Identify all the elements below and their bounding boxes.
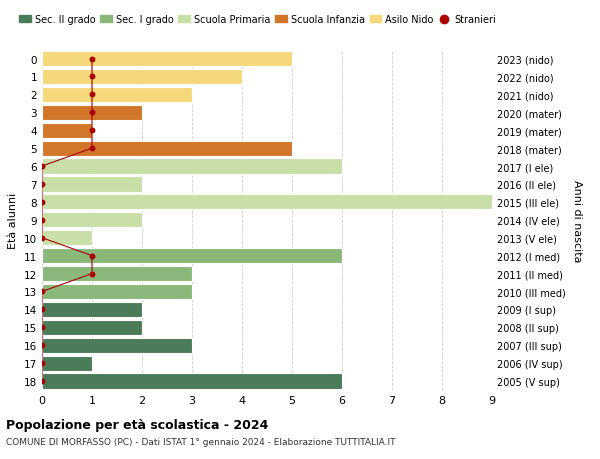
Bar <box>42 88 192 103</box>
Point <box>37 181 47 188</box>
Bar <box>42 70 242 85</box>
Bar <box>42 248 342 263</box>
Point <box>87 91 97 99</box>
Bar <box>42 302 142 317</box>
Point <box>37 199 47 206</box>
Text: COMUNE DI MORFASSO (PC) - Dati ISTAT 1° gennaio 2024 - Elaborazione TUTTITALIA.I: COMUNE DI MORFASSO (PC) - Dati ISTAT 1° … <box>6 437 395 446</box>
Bar <box>42 159 342 174</box>
Point <box>87 109 97 117</box>
Point <box>87 127 97 134</box>
Point <box>87 270 97 278</box>
Bar <box>42 52 292 67</box>
Bar <box>42 230 92 246</box>
Bar <box>42 123 92 139</box>
Bar <box>42 374 342 389</box>
Point <box>87 73 97 81</box>
Bar <box>42 356 92 371</box>
Y-axis label: Anni di nascita: Anni di nascita <box>572 179 582 262</box>
Point <box>87 56 97 63</box>
Bar <box>42 266 192 281</box>
Legend: Sec. II grado, Sec. I grado, Scuola Primaria, Scuola Infanzia, Asilo Nido, Stran: Sec. II grado, Sec. I grado, Scuola Prim… <box>16 11 500 29</box>
Bar <box>42 177 142 192</box>
Bar <box>42 213 142 228</box>
Point <box>37 288 47 296</box>
Point <box>37 378 47 385</box>
Bar <box>42 195 492 210</box>
Point <box>37 306 47 313</box>
Text: Popolazione per età scolastica - 2024: Popolazione per età scolastica - 2024 <box>6 418 268 431</box>
Point <box>37 342 47 349</box>
Point <box>37 217 47 224</box>
Point <box>37 163 47 170</box>
Bar <box>42 141 292 157</box>
Point <box>37 235 47 242</box>
Y-axis label: Età alunni: Età alunni <box>8 192 19 248</box>
Bar <box>42 106 142 121</box>
Bar <box>42 284 192 299</box>
Point <box>87 252 97 260</box>
Point <box>87 145 97 152</box>
Bar <box>42 320 142 335</box>
Point <box>37 360 47 367</box>
Bar <box>42 338 192 353</box>
Point <box>37 324 47 331</box>
